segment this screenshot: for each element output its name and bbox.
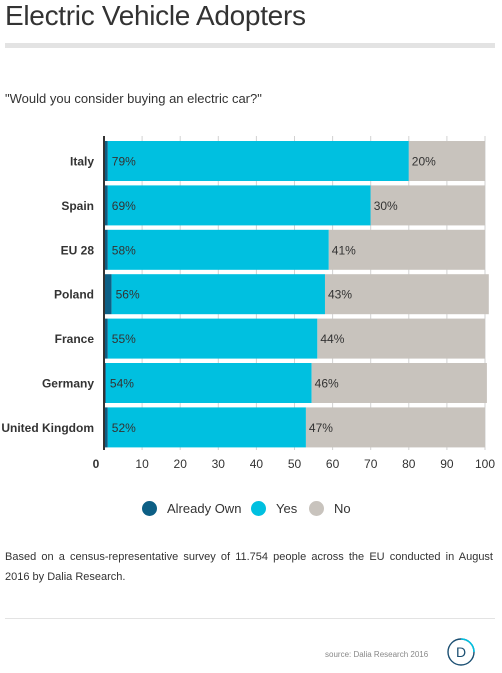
bar-yes-0 [107, 141, 409, 181]
data-label-no: 30% [374, 199, 398, 213]
data-label-no: 41% [332, 243, 356, 257]
data-label-yes: 52% [112, 421, 136, 435]
survey-note: Based on a census-representative survey … [5, 551, 493, 583]
stacked-bar-chart: Italy 79% 20% Spain 69% 30% EU 28 58% 41% Poland 5… [1, 136, 495, 471]
bar-no-3 [324, 274, 489, 315]
x-tick-label-30: 30 [212, 457, 226, 471]
bar-already-own-3 [104, 274, 112, 315]
data-label-no: 44% [320, 332, 344, 346]
chart-legend: Already Own Yes No [0, 498, 502, 518]
data-label-yes: 55% [112, 332, 136, 346]
bar-no-4 [317, 318, 485, 359]
data-label-yes: 56% [116, 288, 140, 302]
category-label: Poland [54, 288, 94, 302]
bar-no-5 [311, 363, 487, 403]
bar-yes-4 [107, 318, 318, 359]
title-divider [5, 43, 495, 48]
bar-already-own-1 [104, 185, 108, 226]
x-tick-label-10: 10 [135, 457, 149, 471]
data-label-yes: 79% [112, 155, 136, 169]
x-tick-label-80: 80 [402, 457, 416, 471]
category-label: Italy [70, 155, 94, 169]
data-label-no: 43% [328, 288, 352, 302]
bar-already-own-0 [104, 141, 108, 181]
bar-already-own-2 [104, 229, 108, 270]
footer-divider [5, 618, 495, 619]
data-label-yes: 54% [110, 377, 134, 391]
bar-already-own-4 [104, 318, 108, 359]
bar-yes-1 [107, 185, 371, 226]
source-credit: source: Dalia Research 2016 [325, 650, 429, 659]
bar-yes-3 [111, 274, 325, 315]
legend-label-already-own: Already Own [167, 500, 242, 516]
data-label-yes: 69% [112, 199, 136, 213]
bar-already-own-6 [104, 407, 108, 448]
data-label-no: 47% [309, 421, 333, 435]
x-tick-label-70: 70 [364, 457, 378, 471]
bar-yes-5 [105, 363, 312, 403]
logo-letter: D [456, 644, 466, 660]
chart-subtitle: "Would you consider buying an electric c… [5, 91, 262, 106]
legend-swatch-yes [251, 500, 266, 516]
x-tick-label-40: 40 [250, 457, 264, 471]
x-tick-label-50: 50 [288, 457, 302, 471]
bar-no-2 [328, 229, 485, 270]
category-label: Spain [61, 199, 94, 213]
bar-yes-6 [107, 407, 306, 448]
category-label: United Kingdom [1, 421, 94, 435]
dalia-logo-icon: D [447, 638, 475, 666]
data-label-yes: 58% [112, 243, 136, 257]
category-label: France [55, 332, 95, 346]
legend-swatch-no [309, 500, 324, 516]
bar-yes-2 [107, 229, 329, 270]
x-tick-label-100: 100 [475, 457, 495, 471]
legend-item-already-own: Already Own [142, 498, 241, 518]
bar-no-6 [305, 407, 485, 448]
legend-label-yes: Yes [276, 500, 298, 516]
x-tick-label-0: 0 [93, 457, 100, 471]
data-label-no: 46% [315, 377, 339, 391]
data-label-no: 20% [412, 155, 436, 169]
legend-item-yes: Yes [251, 498, 297, 518]
legend-item-no: No [309, 498, 351, 518]
x-tick-label-90: 90 [440, 457, 454, 471]
bar-no-0 [408, 141, 485, 181]
bar-no-1 [370, 185, 485, 226]
legend-swatch-already-own [142, 500, 157, 516]
legend-label-no: No [334, 500, 351, 516]
chart-title: Electric Vehicle Adopters [5, 0, 306, 31]
x-tick-label-60: 60 [326, 457, 340, 471]
category-label: Germany [42, 377, 94, 391]
x-tick-label-20: 20 [174, 457, 188, 471]
category-label: EU 28 [61, 243, 95, 257]
